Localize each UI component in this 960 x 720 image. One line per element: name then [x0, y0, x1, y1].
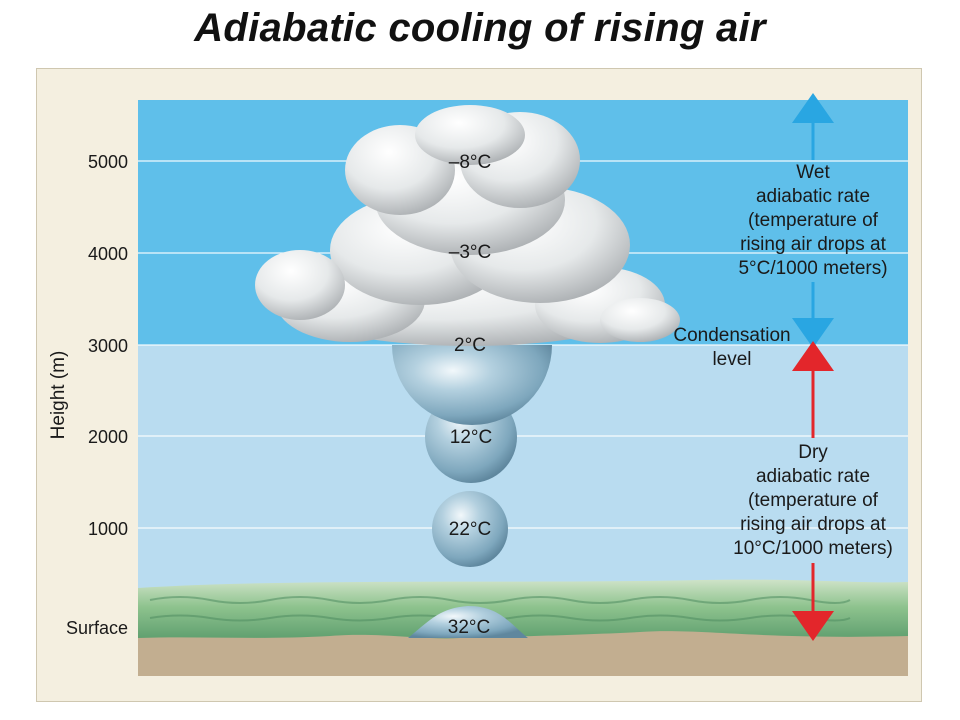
cumulus-cloud	[255, 105, 680, 346]
parcel-3000-sphere	[392, 345, 552, 425]
dry-rate-line-2: adiabatic rate	[756, 466, 870, 487]
wet-rate-label: Wet adiabatic rate (temperature of risin…	[738, 162, 887, 279]
tick-2000: 2000	[88, 427, 128, 447]
page-title: Adiabatic cooling of rising air	[194, 6, 766, 50]
dry-rate-label: Dry adiabatic rate (temperature of risin…	[733, 442, 893, 559]
dry-rate-line-5: 10°C/1000 meters)	[733, 538, 893, 559]
ground-soil	[138, 631, 908, 676]
temp-label-5000: –8°C	[449, 152, 491, 173]
tick-5000: 5000	[88, 152, 128, 172]
wet-rate-line-5: 5°C/1000 meters)	[738, 258, 887, 279]
green-ground	[138, 579, 908, 640]
condensation-label-line-2: level	[712, 349, 751, 370]
parcel-1000-sphere	[432, 491, 508, 567]
ground-texture	[149, 596, 851, 622]
axis-label: Height (m)	[48, 351, 69, 440]
tick-3000: 3000	[88, 336, 128, 356]
temp-label-4000: –3°C	[449, 242, 491, 263]
dry-rate-line-3: (temperature of	[748, 490, 879, 511]
condensation-label-line-1: Condensation	[673, 325, 790, 346]
temp-label-2000: 12°C	[450, 427, 492, 448]
surface-parcel	[408, 606, 528, 638]
wet-rate-line-2: adiabatic rate	[756, 186, 870, 207]
dry-rate-line-1: Dry	[798, 442, 828, 463]
wet-rate-line-1: Wet	[796, 162, 830, 183]
tick-4000: 4000	[88, 244, 128, 264]
wet-rate-line-4: rising air drops at	[740, 234, 886, 255]
tick-surface: Surface	[66, 618, 128, 638]
temp-label-1000: 22°C	[449, 519, 491, 540]
wet-rate-line-3: (temperature of	[748, 210, 879, 231]
tick-1000: 1000	[88, 519, 128, 539]
temp-label-3000: 2°C	[454, 335, 486, 356]
temp-label-surface: 32°C	[448, 617, 490, 638]
dry-rate-line-4: rising air drops at	[740, 514, 886, 535]
